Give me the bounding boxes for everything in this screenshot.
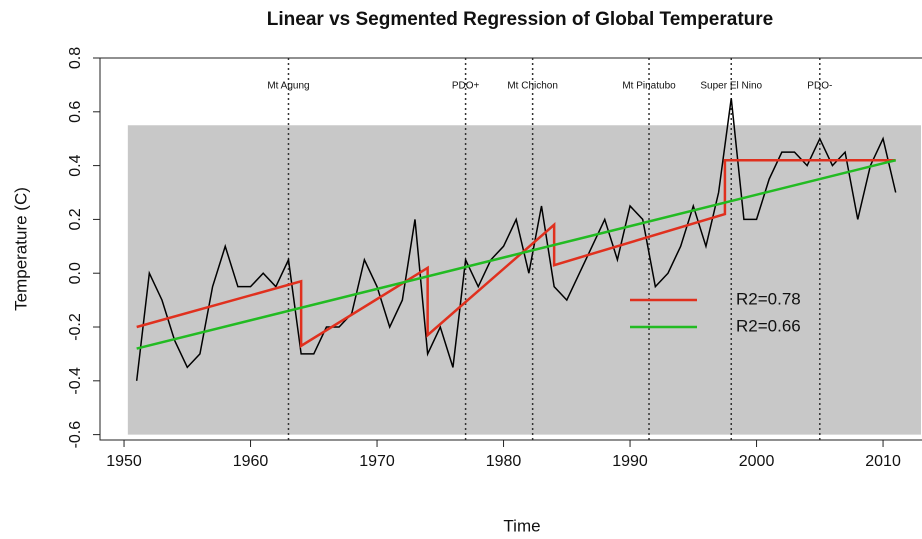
y-tick-label: 0.0 (67, 262, 84, 284)
x-tick-label: 1960 (233, 453, 269, 470)
event-label: Mt Chichon (507, 81, 558, 92)
x-tick-label: 1990 (612, 453, 648, 470)
series-line (136, 159, 897, 350)
y-tick-label: -0.6 (67, 421, 84, 449)
event-label: PDO- (807, 81, 832, 92)
y-tick-label: 0.2 (67, 208, 84, 230)
y-axis-label: Temperature (C) (11, 187, 30, 311)
series-line (136, 158, 896, 349)
series-line (135, 98, 897, 381)
x-tick-label: 1980 (486, 453, 522, 470)
legend-label: R2=0.66 (736, 316, 801, 335)
event-label: Mt Agung (267, 81, 309, 92)
ensemble-band (127, 125, 921, 435)
x-tick-label: 2010 (865, 453, 901, 470)
plot-frame (99, 57, 922, 441)
y-tick-label: 0.8 (67, 47, 84, 69)
chart-title: Linear vs Segmented Regression of Global… (267, 9, 773, 30)
x-tick-label: 1970 (359, 453, 395, 470)
x-tick-label: 2000 (739, 453, 775, 470)
y-tick-label: -0.4 (67, 367, 84, 395)
x-axis-label: Time (503, 516, 540, 535)
event-label: PDO+ (452, 81, 480, 92)
event-label: Mt Pinatubo (622, 81, 676, 92)
legend-label: R2=0.78 (736, 289, 801, 308)
y-tick-label: -0.2 (67, 313, 84, 341)
event-label: Super El Nino (700, 81, 762, 92)
y-tick-label: 0.6 (67, 101, 84, 123)
y-tick-label: 0.4 (67, 154, 84, 176)
x-tick-label: 1950 (106, 453, 142, 470)
